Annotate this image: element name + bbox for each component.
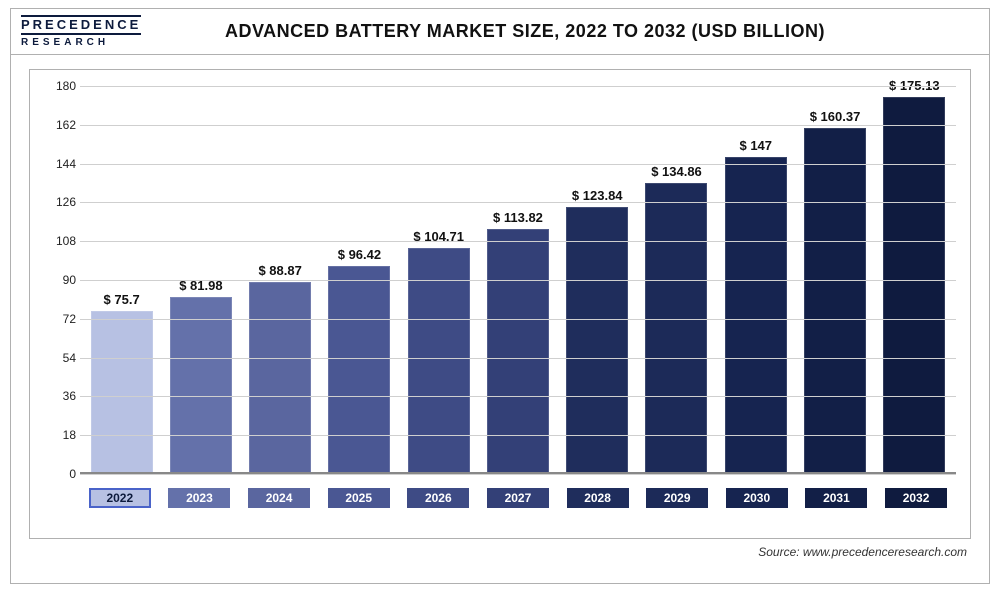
- bar: [91, 311, 153, 474]
- baseline: [80, 472, 956, 474]
- bar: [408, 248, 470, 474]
- bar-column: $ 88.87: [241, 263, 320, 474]
- bar-value-label: $ 123.84: [572, 188, 623, 203]
- brand-top-text: PRECEDENCE: [21, 15, 141, 35]
- bar-column: $ 175.13: [875, 78, 954, 475]
- chart-panel: $ 75.7 $ 81.98 $ 88.87 $ 96.42 $ 104.71 $ 113…: [29, 69, 971, 539]
- y-tick-label: 108: [40, 234, 76, 248]
- bar: [328, 266, 390, 474]
- legend-category: 2025: [328, 488, 390, 508]
- legend-category: 2022: [89, 488, 151, 508]
- category-legend-row: 2022 2023 2024 2025 2026 2027 2028 2029 2030 2031…: [80, 488, 956, 508]
- grid-line: [80, 202, 956, 203]
- grid-line: [80, 396, 956, 397]
- bar-value-label: $ 75.7: [104, 292, 140, 307]
- bar-value-label: $ 113.82: [493, 210, 543, 225]
- bar-value-label: $ 147: [739, 138, 772, 153]
- bar: [804, 128, 866, 474]
- legend-category: 2023: [168, 488, 230, 508]
- grid-line: [80, 435, 956, 436]
- grid-line: [80, 319, 956, 320]
- bar: [487, 229, 549, 474]
- chart-title: ADVANCED BATTERY MARKET SIZE, 2022 TO 20…: [181, 21, 869, 42]
- y-tick-label: 0: [40, 467, 76, 481]
- header-row: PRECEDENCE RESEARCH ADVANCED BATTERY MAR…: [11, 9, 989, 55]
- bar-column: $ 147: [716, 138, 795, 474]
- grid-line: [80, 125, 956, 126]
- legend-category: 2032: [885, 488, 947, 508]
- title-wrap: ADVANCED BATTERY MARKET SIZE, 2022 TO 20…: [181, 21, 869, 42]
- grid-line: [80, 280, 956, 281]
- y-tick-label: 144: [40, 157, 76, 171]
- bar: [725, 157, 787, 474]
- bar: [645, 183, 707, 474]
- y-tick-label: 180: [40, 79, 76, 93]
- grid-line: [80, 474, 956, 475]
- y-tick-label: 72: [40, 312, 76, 326]
- bar-column: $ 123.84: [558, 188, 637, 474]
- bar-column: $ 81.98: [161, 278, 240, 474]
- bar: [249, 282, 311, 474]
- bar-value-label: $ 134.86: [651, 164, 702, 179]
- grid-line: [80, 241, 956, 242]
- bar: [170, 297, 232, 474]
- y-tick-label: 162: [40, 118, 76, 132]
- legend-category: 2030: [726, 488, 788, 508]
- y-tick-label: 18: [40, 428, 76, 442]
- bar: [883, 97, 945, 475]
- legend-category: 2031: [805, 488, 867, 508]
- source-label: Source: www.precedenceresearch.com: [11, 543, 989, 559]
- bar-value-label: $ 88.87: [258, 263, 301, 278]
- bar-value-label: $ 175.13: [889, 78, 940, 93]
- plot-area: $ 75.7 $ 81.98 $ 88.87 $ 96.42 $ 104.71 $ 113…: [80, 86, 956, 474]
- legend-category: 2028: [567, 488, 629, 508]
- chart-card: PRECEDENCE RESEARCH ADVANCED BATTERY MAR…: [10, 8, 990, 584]
- y-tick-label: 54: [40, 351, 76, 365]
- legend-category: 2027: [487, 488, 549, 508]
- grid-line: [80, 164, 956, 165]
- bar-value-label: $ 96.42: [338, 247, 381, 262]
- y-tick-label: 36: [40, 389, 76, 403]
- legend-category: 2026: [407, 488, 469, 508]
- bar-column: $ 104.71: [399, 229, 478, 474]
- legend-category: 2029: [646, 488, 708, 508]
- bar-value-label: $ 160.37: [810, 109, 861, 124]
- grid-line: [80, 358, 956, 359]
- legend-category: 2024: [248, 488, 310, 508]
- bar-column: $ 96.42: [320, 247, 399, 474]
- grid-line: [80, 86, 956, 87]
- y-tick-label: 126: [40, 195, 76, 209]
- brand-logo: PRECEDENCE RESEARCH: [11, 15, 181, 48]
- bar: [566, 207, 628, 474]
- y-tick-label: 90: [40, 273, 76, 287]
- brand-bottom-text: RESEARCH: [21, 37, 181, 48]
